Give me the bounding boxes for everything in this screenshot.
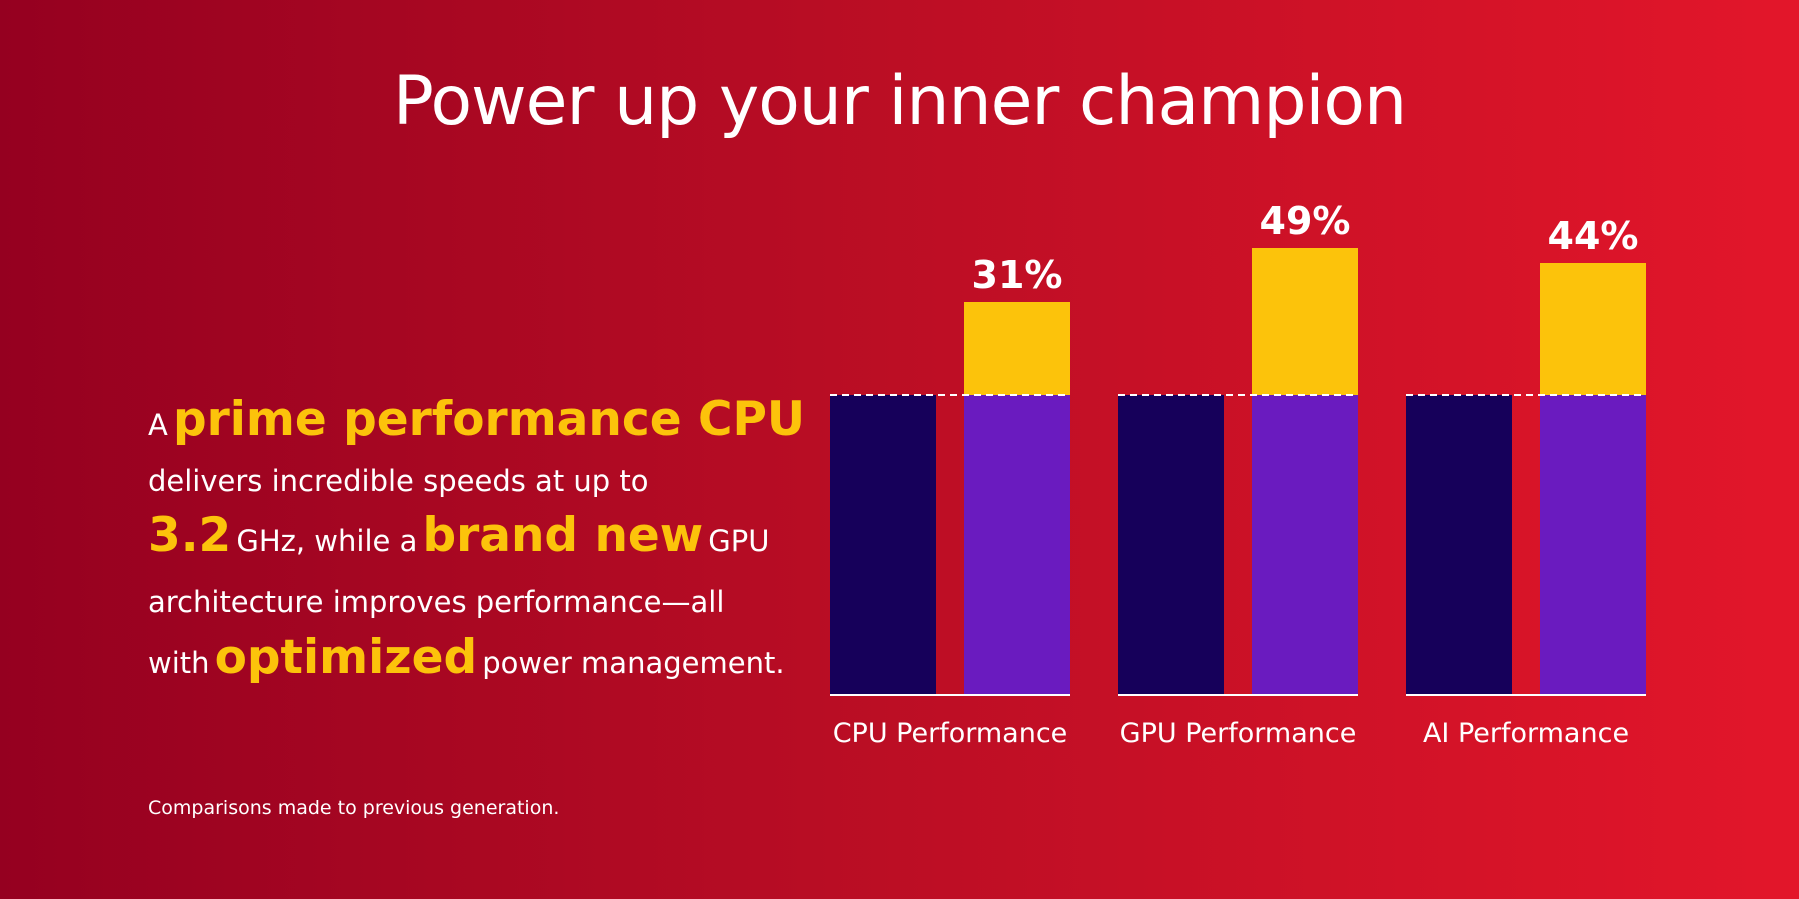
cpu-performance-previous-bar [830, 395, 936, 695]
copy-highlight-cpu: prime performance CPU [172, 392, 806, 447]
copy-line-2: delivers incredible speeds at up to [148, 454, 818, 508]
copy-gpu-text: GPU [708, 524, 770, 558]
copy-power-text: power management. [482, 646, 785, 680]
ai-performance-current-bar [1540, 395, 1646, 695]
cpu-performance-current-bar [964, 395, 1070, 695]
gpu-performance-current-bar [1252, 395, 1358, 695]
ai-performance-category-label: AI Performance [1423, 718, 1629, 749]
copy-article: A [148, 408, 168, 442]
feature-copy: A prime performance CPU delivers incredi… [148, 392, 818, 690]
cpu-performance-gain-bar [964, 302, 1070, 395]
copy-line-3: 3.2 GHz, while a brand new GPU [148, 508, 818, 574]
copy-highlight-ghz: 3.2 [148, 508, 232, 563]
copy-ghz-text: GHz, while a [236, 524, 418, 558]
footnote: Comparisons made to previous generation. [148, 797, 560, 819]
copy-line-1: A prime performance CPU [148, 392, 818, 454]
cpu-performance-category-label: CPU Performance [833, 718, 1068, 749]
page-title: Power up your inner champion [392, 62, 1407, 141]
copy-highlight-brand-new: brand new [422, 508, 704, 563]
ai-performance-improvement-label: 44% [1548, 214, 1639, 258]
copy-line-5: with optimized power management. [148, 630, 818, 690]
copy-architecture-text: architecture improves performance—all [148, 585, 725, 619]
cpu-performance-improvement-label: 31% [972, 253, 1063, 297]
gpu-performance-previous-bar [1118, 395, 1224, 695]
copy-line-4: architecture improves performance—all [148, 574, 818, 630]
copy-highlight-optimized: optimized [214, 630, 478, 685]
ai-performance-previous-bar [1406, 395, 1512, 695]
copy-with-text: with [148, 646, 210, 680]
gpu-performance-category-label: GPU Performance [1120, 718, 1357, 749]
ai-performance-gain-bar [1540, 263, 1646, 395]
copy-speeds-text: delivers incredible speeds at up to [148, 464, 649, 498]
gpu-performance-improvement-label: 49% [1260, 199, 1351, 243]
gpu-performance-gain-bar [1252, 248, 1358, 395]
